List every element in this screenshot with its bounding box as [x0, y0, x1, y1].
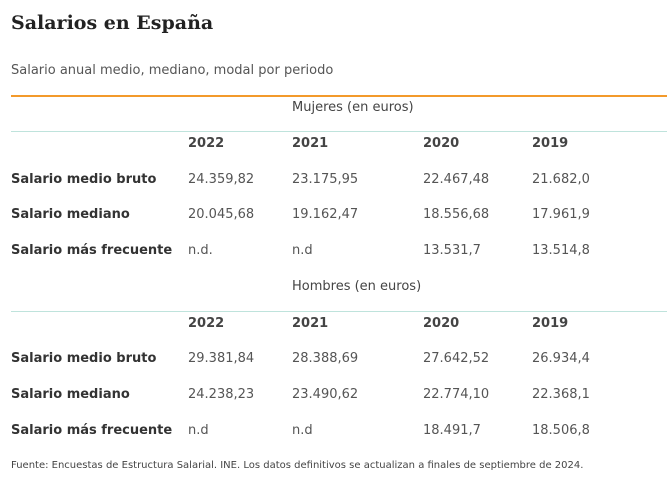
table-cell: 29.381,84 [188, 351, 255, 366]
row-label: Salario más frecuente [11, 243, 173, 258]
section-heading-mujeres: Mujeres (en euros) [292, 100, 414, 115]
row-label: Salario medio bruto [11, 172, 157, 187]
table-cell: n.d [188, 423, 209, 438]
table-cell: 18.556,68 [423, 207, 490, 222]
year-header: 2021 [292, 316, 329, 331]
year-header: 2022 [188, 136, 225, 151]
table-cell: 22.774,10 [423, 387, 490, 402]
table-cell: n.d [292, 243, 313, 258]
top-divider [11, 95, 667, 97]
table-cell: n.d [292, 423, 313, 438]
table-cell: 18.506,8 [532, 423, 590, 438]
section-divider-hombres [11, 311, 667, 312]
page-title: Salarios en España [11, 12, 214, 34]
table-cell: 28.388,69 [292, 351, 359, 366]
year-header: 2020 [423, 316, 460, 331]
table-cell: 27.642,52 [423, 351, 490, 366]
table-cell: 20.045,68 [188, 207, 255, 222]
year-header: 2021 [292, 136, 329, 151]
section-divider-mujeres [11, 131, 667, 132]
table-cell: 23.175,95 [292, 172, 359, 187]
section-heading-hombres: Hombres (en euros) [292, 279, 422, 294]
table-cell: 23.490,62 [292, 387, 359, 402]
table-cell: 22.467,48 [423, 172, 490, 187]
table-cell: 13.531,7 [423, 243, 481, 258]
row-label: Salario mediano [11, 387, 130, 402]
year-header: 2020 [423, 136, 460, 151]
row-label: Salario más frecuente [11, 423, 173, 438]
year-header: 2019 [532, 316, 569, 331]
table-cell: 26.934,4 [532, 351, 590, 366]
table-cell: 19.162,47 [292, 207, 359, 222]
page-subtitle: Salario anual medio, mediano, modal por … [11, 63, 334, 78]
table-cell: 24.359,82 [188, 172, 255, 187]
table-cell: n.d. [188, 243, 213, 258]
table-cell: 21.682,0 [532, 172, 590, 187]
source-note: Fuente: Encuestas de Estructura Salarial… [11, 460, 584, 471]
table-cell: 18.491,7 [423, 423, 481, 438]
table-cell: 17.961,9 [532, 207, 590, 222]
row-label: Salario medio bruto [11, 351, 157, 366]
table-cell: 22.368,1 [532, 387, 590, 402]
table-cell: 24.238,23 [188, 387, 255, 402]
year-header: 2019 [532, 136, 569, 151]
year-header: 2022 [188, 316, 225, 331]
table-cell: 13.514,8 [532, 243, 590, 258]
row-label: Salario mediano [11, 207, 130, 222]
